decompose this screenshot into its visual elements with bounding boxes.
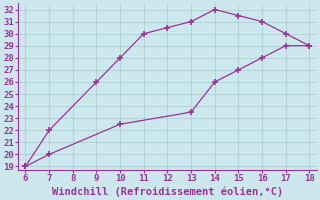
- X-axis label: Windchill (Refroidissement éolien,°C): Windchill (Refroidissement éolien,°C): [52, 186, 283, 197]
